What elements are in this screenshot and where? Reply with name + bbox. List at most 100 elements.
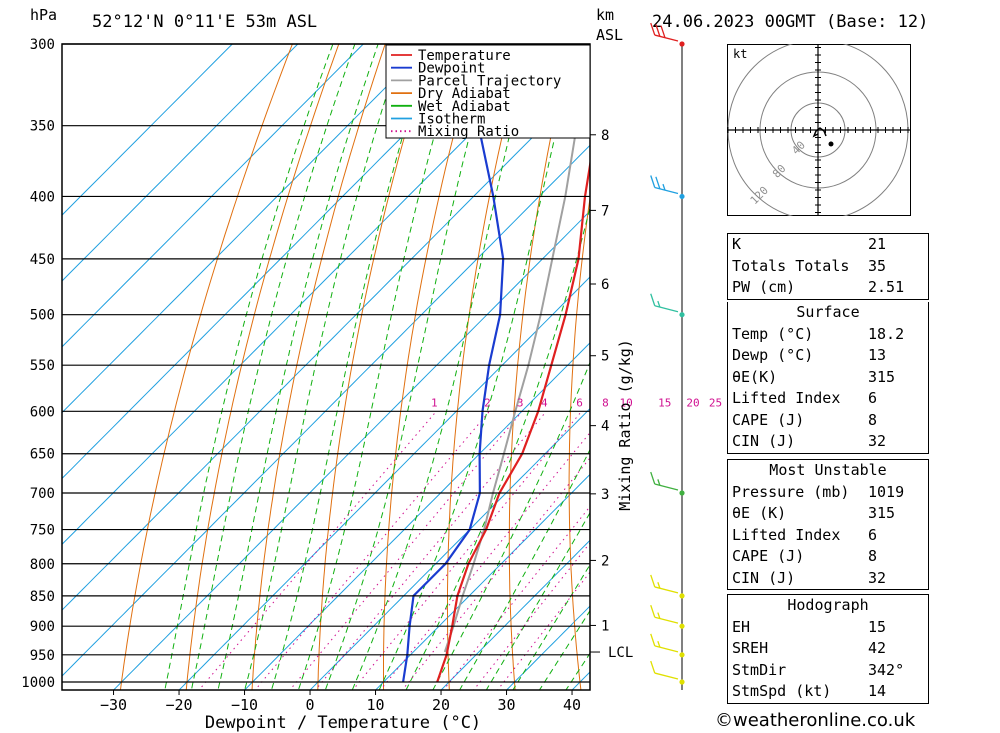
wind-level-dot <box>679 652 685 658</box>
most-unstable-label: CAPE (J) <box>732 547 805 565</box>
surface-value: 32 <box>868 432 887 450</box>
hodograph-stat-label: StmSpd (kt) <box>732 682 832 700</box>
wind-barb <box>650 293 679 313</box>
isotherm-line <box>62 44 430 414</box>
credit-text[interactable]: ©weatheronline.co.uk <box>715 710 916 731</box>
wind-barb-feather <box>650 471 656 485</box>
most-unstable-row: θE (K) 315 <box>728 503 928 525</box>
mixing-ratio-label: 10 <box>619 396 632 409</box>
km-tick-label: 1 <box>601 618 609 634</box>
most-unstable-value: 315 <box>868 504 896 522</box>
most-unstable-label: Lifted Index <box>732 525 841 544</box>
wet-adiabat-line <box>190 44 356 690</box>
wet-adiabat-line <box>405 205 590 690</box>
temperature-tick-label: 10 <box>367 696 385 714</box>
mixing-ratio-line <box>442 505 590 690</box>
isotherm-line <box>505 605 590 690</box>
most-unstable-value: 8 <box>868 547 878 565</box>
wind-barb <box>650 633 679 653</box>
hodograph-unit-label: kt <box>733 47 747 61</box>
temperature-tick-label: −10 <box>231 696 258 714</box>
hodograph-stat-label: EH <box>732 617 751 636</box>
mixing-ratio-axis-label: Mixing Ratio (g/kg) <box>616 339 634 511</box>
most-unstable-title: Most Unstable <box>769 461 887 479</box>
wind-barb-half-feather <box>657 612 661 619</box>
most-unstable-label: θE (K) <box>732 504 787 522</box>
plot-frame <box>61 43 591 691</box>
wind-barb-half-feather <box>657 300 661 308</box>
pressure-tick-label: 700 <box>30 486 55 502</box>
surface-title: Surface <box>796 303 860 321</box>
surface-row: Lifted Index 6 <box>728 388 928 410</box>
pressure-tick-label: 850 <box>30 589 55 605</box>
wind-barb-staff <box>654 586 679 594</box>
pressure-tick-label: 750 <box>30 523 55 539</box>
wind-barb-staff <box>654 483 679 491</box>
wet-adiabat-line <box>217 44 379 690</box>
wind-barb-feather <box>655 176 661 190</box>
hodograph-stat-value: 342° <box>868 660 905 679</box>
mixing-ratio-line <box>289 410 523 690</box>
most-unstable-row: Lifted Index 6 <box>728 525 928 547</box>
index-label: PW (cm) <box>732 278 796 296</box>
temperature-tick-label: −30 <box>100 696 127 714</box>
km-tick-label: 4 <box>601 419 609 435</box>
wind-level-dot <box>679 623 685 629</box>
mixing-ratio-line <box>401 457 590 690</box>
surface-row: θE(K) 315 <box>728 367 928 389</box>
legend-label: Wet Adiabat <box>418 99 511 115</box>
wind-barb-staff <box>654 34 679 42</box>
temperature-tick-label: 30 <box>498 696 516 714</box>
mixing-ratio-label: 1 <box>431 396 438 409</box>
most-unstable-row: CAPE (J) 8 <box>728 546 928 568</box>
temperature-tick-label: 0 <box>306 696 315 714</box>
most-unstable-row: CIN (J) 32 <box>728 568 928 590</box>
wet-adiabat-line <box>164 44 334 690</box>
surface-label: Lifted Index <box>732 389 841 407</box>
wind-level-dot <box>679 312 685 318</box>
dry-adiabat-line <box>989 0 1000 708</box>
surface-value: 13 <box>868 346 887 364</box>
legend-label: Temperature <box>418 48 511 64</box>
wind-barb <box>650 574 679 594</box>
wet-adiabat-line <box>324 44 495 690</box>
wind-barb-staff <box>654 616 679 624</box>
km-tick-label: 3 <box>601 487 609 503</box>
mixing-ratio-line <box>379 431 590 690</box>
wind-level-dot <box>679 593 685 599</box>
mixing-ratio-line <box>473 542 590 690</box>
mixing-ratio-label: 25 <box>709 396 722 409</box>
surface-label: Temp (°C) <box>732 324 814 343</box>
pressure-tick-label: 1000 <box>21 675 55 691</box>
x-axis-label: Dewpoint / Temperature (°C) <box>205 713 481 733</box>
dry-adiabat-line <box>683 0 727 708</box>
hodograph-trace <box>812 127 827 138</box>
wind-barb-half-feather <box>657 479 661 486</box>
isotherm-line <box>440 539 590 690</box>
dry-adiabat-line <box>185 44 340 690</box>
isotherm-line <box>62 44 234 216</box>
wind-barb-feather <box>650 633 656 647</box>
mixing-ratio-line <box>254 410 490 690</box>
km-tick-label: 5 <box>601 349 609 365</box>
km-tick-label: 8 <box>601 128 609 144</box>
temperature-tick-label: 40 <box>563 696 581 714</box>
wind-level-dot <box>679 41 685 47</box>
pressure-tick-label: 350 <box>30 119 55 135</box>
wind-barb <box>650 471 679 491</box>
wind-level-dot <box>679 679 685 685</box>
mixing-ratio-line <box>314 410 547 690</box>
most-unstable-label: Pressure (mb) <box>732 482 850 501</box>
surface-row: CAPE (J) 8 <box>728 410 928 432</box>
hodograph-stat-value: 15 <box>868 617 887 636</box>
temperature-tick-label: 20 <box>432 696 450 714</box>
legend-label: Isotherm <box>418 112 485 128</box>
mixing-ratio-line <box>496 571 590 690</box>
wind-barb-half-feather <box>662 183 666 191</box>
hodograph-stat-row: SREH 42 <box>728 638 928 660</box>
isotherm-line <box>62 44 365 348</box>
surface-value: 6 <box>868 389 878 407</box>
parcel-trajectory-line <box>443 44 590 653</box>
